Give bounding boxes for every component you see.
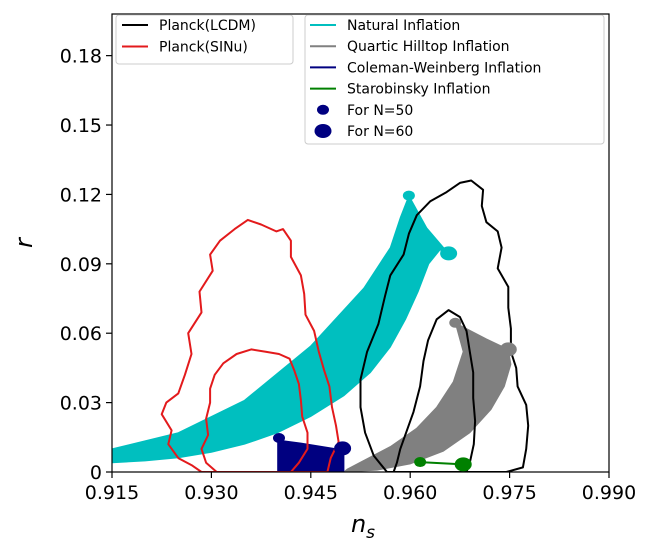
legend-label-quartic-hilltop-inflation: Quartic Hilltop Inflation xyxy=(347,39,510,55)
axes: 0.915 0.930 0.945 0.960 0.975 0.990 0 0.03 0.06 0… xyxy=(60,46,637,504)
legend-label-natural-inflation: Natural Inflation xyxy=(347,18,460,34)
x-axis-label-base: n xyxy=(351,510,366,538)
legend-entry-planck-lcdm: Planck(LCDM) xyxy=(122,18,256,34)
legend-entry-coleman-weinberg-inflation: Coleman-Weinberg Inflation xyxy=(310,60,541,76)
legend-entry-for-n-60: For N=60 xyxy=(314,124,413,140)
x-tick-label: 0.960 xyxy=(383,482,437,504)
planck-lcdm-2-sigma-contour xyxy=(359,179,530,472)
y-axis-label: r xyxy=(10,236,38,248)
quartic-hilltop-inflation-n60-marker xyxy=(499,342,517,357)
y-tick-label: 0.15 xyxy=(60,115,102,137)
plot-area xyxy=(112,179,530,472)
x-axis-label: ns xyxy=(351,510,375,543)
y-tick-label: 0.03 xyxy=(60,393,102,415)
natural-inflation-band xyxy=(112,194,449,464)
legend-left: Planck(LCDM) Planck(SINu) xyxy=(115,14,294,65)
y-tick-label: 0.18 xyxy=(60,46,102,68)
planck-lcdm-1-sigma-contour xyxy=(392,309,477,472)
coleman-weinberg-inflation-n60-marker xyxy=(334,441,352,456)
legend-label-starobinsky-inflation: Starobinsky Inflation xyxy=(347,82,490,98)
x-axis-label-subscript: s xyxy=(366,523,375,543)
legend-entry-quartic-hilltop-inflation: Quartic Hilltop Inflation xyxy=(310,39,510,55)
coleman-weinberg-inflation-n50-marker xyxy=(272,432,285,443)
y-tick-label: 0.06 xyxy=(60,323,102,345)
legend-label-for-n-50: For N=50 xyxy=(347,103,413,119)
legend-entry-planck-sinu: Planck(SINu) xyxy=(122,40,248,56)
y-tick-label: 0 xyxy=(90,462,102,484)
legend-right-box xyxy=(304,14,605,145)
legend-label-planck-sinu: Planck(SINu) xyxy=(159,40,248,56)
x-tick-label: 0.915 xyxy=(85,482,139,504)
coleman-weinberg-inflation-band xyxy=(277,440,345,472)
legend-label-coleman-weinberg-inflation: Coleman-Weinberg Inflation xyxy=(347,60,541,76)
legend-entry-for-n-50: For N=50 xyxy=(317,103,413,119)
x-tick-label: 0.930 xyxy=(184,482,238,504)
y-tick-label: 0.12 xyxy=(60,184,102,206)
natural-inflation-n50-marker xyxy=(402,190,415,201)
y-tick-label: 0.09 xyxy=(60,254,102,276)
planck-sinu-1-sigma-contour xyxy=(200,348,309,472)
legend-left-box xyxy=(115,14,294,65)
plot-frame xyxy=(111,13,610,473)
planck-sinu-2-sigma-contour xyxy=(160,218,340,472)
starobinsky-inflation-n60-marker xyxy=(454,457,472,472)
legend-swatch-for-n-60 xyxy=(314,124,332,138)
quartic-hilltop-inflation-n50-marker xyxy=(449,317,462,328)
legend-entry-natural-inflation: Natural Inflation xyxy=(310,18,460,34)
x-tick-label: 0.945 xyxy=(284,482,338,504)
x-tick-label: 0.975 xyxy=(482,482,536,504)
legend-label-for-n-60: For N=60 xyxy=(347,124,413,140)
legend-label-planck-lcdm: Planck(LCDM) xyxy=(159,18,256,34)
x-tick-label: 0.990 xyxy=(582,482,636,504)
legend-swatch-for-n-50 xyxy=(317,104,329,115)
legend-entry-starobinsky-inflation: Starobinsky Inflation xyxy=(310,82,490,98)
legend-right: Natural Inflation Quartic Hilltop Inflati… xyxy=(304,14,605,145)
starobinsky-inflation-n50-marker xyxy=(414,457,427,468)
natural-inflation-n60-marker xyxy=(440,246,458,261)
quartic-hilltop-inflation-band xyxy=(343,321,512,472)
